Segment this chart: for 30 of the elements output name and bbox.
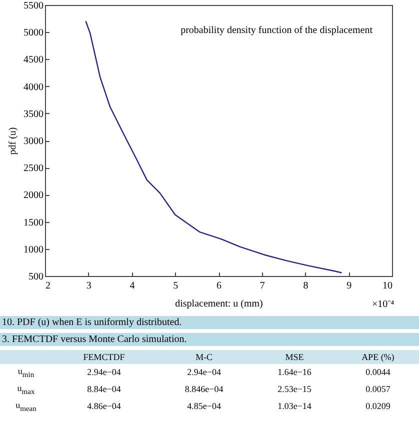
y-tick-label: 4500 [24, 54, 44, 66]
text: probability density function of the displacement [180, 25, 373, 36]
y-tick-label: 2500 [24, 163, 44, 174]
x-tick-label: 3 [86, 280, 92, 292]
text: 10. PDF (u) when E is uniformly distributed. [0, 316, 419, 329]
text: u$_{mean}$ 4.86e−04 4.85e−04 1.03e−14 0.0209 [16, 400, 390, 412]
y-tick-label: 1000 [24, 244, 44, 256]
text: 3. FEMCTDF versus Monte Carlo simulation. [0, 333, 419, 346]
x-tick-label: 2 [46, 280, 50, 292]
text: u$_{min}$ 2.94e−04 2.94e−04 1.64e−16 0.0044 [18, 366, 390, 379]
y-tick-label: 4000 [24, 82, 44, 93]
text: u$_{max}$ 8.84e−04 8.846e−04 2.53e−15 0.0057 [17, 382, 390, 396]
y-tick-label: 3500 [24, 108, 44, 120]
x-tick-label: 5 [173, 280, 178, 292]
y-tick-label: 5000 [24, 28, 44, 39]
y-tick-label: 1500 [24, 217, 44, 228]
y-tick-label: 500 [28, 272, 44, 282]
x-tick-label: 7 [260, 280, 265, 292]
x-tick-label: 9 [346, 280, 352, 292]
y-axis-title: pdf (u) [8, 127, 18, 155]
text: FEMCTDF M-C MSE APE (%) [83, 352, 394, 362]
y-tick-label: 5500 [24, 0, 44, 12]
x-tick-label: 8 [303, 280, 308, 292]
y-tick-label: 2000 [24, 190, 44, 202]
y-tick-label: 3000 [24, 136, 44, 147]
x-axis-title: displacement: u (mm) [175, 298, 263, 310]
x-tick-label: 6 [216, 280, 222, 292]
x-tick-label: 10 [382, 280, 392, 292]
x-tick-label: 4 [130, 280, 135, 292]
text: ×10⁻⁴ [372, 298, 394, 310]
